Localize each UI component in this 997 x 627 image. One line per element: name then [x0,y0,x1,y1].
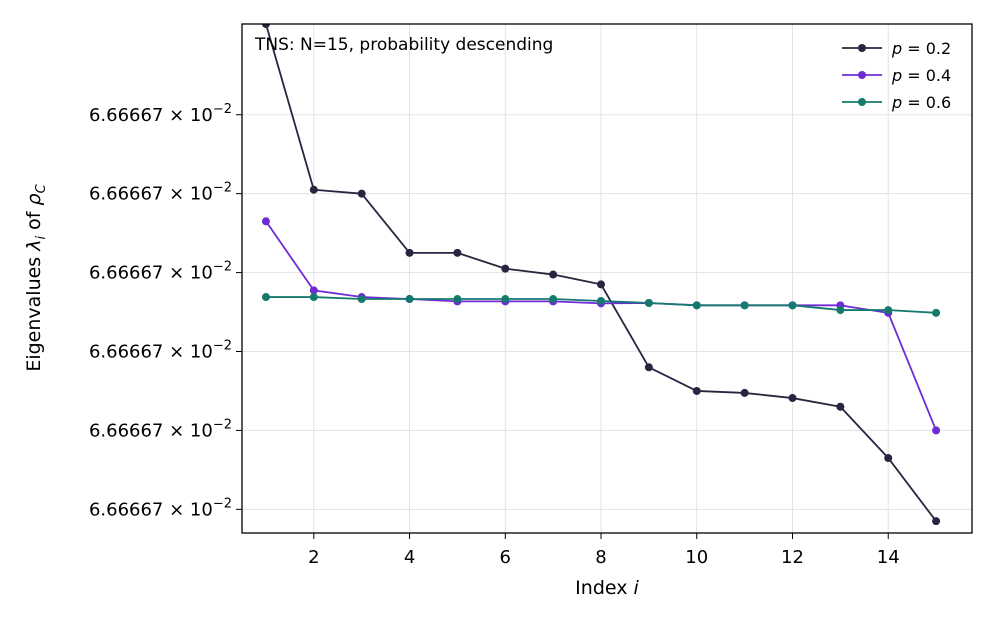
legend-label-value: = 0.4 [902,66,951,85]
legend-marker-1 [858,44,866,52]
y-tick-mantissa: 6.66667 [89,105,169,126]
data-point-series-3 [884,306,893,315]
y-axis-ticks: 6.66667 × 10−26.66667 × 10−26.66667 × 10… [89,102,242,520]
x-tick-label: 8 [595,547,606,568]
legend: p = 0.2p = 0.4p = 0.6 [842,39,951,112]
y-tick-exponent: −2 [213,496,232,511]
x-tick-label: 6 [500,547,511,568]
legend-label-value: = 0.6 [902,93,951,112]
data-point-series-3 [453,295,462,304]
x-tick-label: 12 [781,547,804,568]
data-point-series-1 [261,24,270,28]
y-axis-label-sub2: C [34,183,49,193]
y-tick-base: × 10 [169,499,213,520]
series-layer [261,24,941,526]
y-tick-exponent: −2 [213,338,232,353]
y-tick-label: 6.66667 × 10−2 [89,496,232,520]
y-tick-label: 6.66667 × 10−2 [89,260,232,284]
data-point-series-3 [836,306,845,315]
y-tick-exponent: −2 [213,417,232,432]
data-point-series-3 [644,298,653,307]
y-tick-base: × 10 [169,341,213,362]
legend-label-var: p [891,39,902,58]
x-tick-label: 14 [877,547,900,568]
y-tick-mantissa: 6.66667 [89,184,169,205]
data-point-series-1 [788,394,797,403]
data-point-series-3 [501,295,510,304]
data-point-series-1 [405,248,414,257]
y-tick-label: 6.66667 × 10−2 [89,181,232,205]
data-point-series-1 [309,185,318,194]
data-point-series-3 [932,308,941,317]
data-point-series-1 [692,386,701,395]
y-tick-base: × 10 [169,184,213,205]
legend-label-1: p = 0.2 [891,39,951,58]
x-tick-label: 10 [685,547,708,568]
data-point-series-3 [261,293,270,302]
data-point-series-3 [692,301,701,310]
x-axis-ticks: 2 4 6 8 10 12 14 [308,533,900,568]
y-tick-mantissa: 6.66667 [89,263,169,284]
y-tick-label: 6.66667 × 10−2 [89,417,232,441]
data-point-series-2 [261,217,270,226]
y-tick-exponent: −2 [213,181,232,196]
y-axis-label: Eigenvalues λi of ρC [23,183,49,371]
data-point-series-3 [740,301,749,310]
data-point-series-3 [309,293,318,302]
x-axis-label-var: i [634,577,640,599]
legend-marker-3 [858,98,866,106]
y-tick-base: × 10 [169,420,213,441]
y-tick-base: × 10 [169,263,213,284]
y-axis-label-of: of [23,205,45,235]
data-point-series-1 [501,264,510,273]
chart-annotation: TNS: N=15, probability descending [254,35,553,55]
data-point-series-1 [740,388,749,397]
y-tick-base: × 10 [169,105,213,126]
legend-label-var: p [891,66,902,85]
y-tick-mantissa: 6.66667 [89,341,169,362]
data-point-series-1 [644,363,653,372]
y-tick-exponent: −2 [213,102,232,117]
legend-label-3: p = 0.6 [891,93,951,112]
x-tick-label: 2 [308,547,319,568]
legend-label-var: p [891,93,902,112]
data-point-series-1 [836,402,845,411]
x-axis-label: Index i [575,577,639,599]
data-point-series-2 [932,426,941,435]
data-point-series-1 [884,454,893,463]
data-point-series-3 [357,295,366,304]
y-tick-exponent: −2 [213,260,232,275]
data-point-series-3 [597,296,606,305]
y-tick-label: 6.66667 × 10−2 [89,338,232,362]
axes-frame [241,23,973,534]
legend-label-value: = 0.2 [902,39,951,58]
data-point-series-1 [932,517,941,526]
y-tick-label: 6.66667 × 10−2 [89,102,232,126]
data-point-series-3 [549,295,558,304]
data-point-series-1 [597,280,606,289]
y-tick-mantissa: 6.66667 [89,420,169,441]
series-group [261,24,941,526]
y-axis-label-sym2: ρ [23,193,45,205]
data-point-series-3 [405,295,414,304]
legend-marker-2 [858,71,866,79]
legend-label-2: p = 0.4 [891,66,951,85]
data-point-series-1 [357,189,366,198]
data-point-series-2 [309,286,318,295]
data-point-series-1 [453,248,462,257]
y-tick-mantissa: 6.66667 [89,499,169,520]
y-axis-label-text: Eigenvalues [23,251,45,372]
data-point-series-3 [788,301,797,310]
x-axis-label-text: Index [575,577,633,599]
y-axis-label-sub1: i [34,236,49,240]
y-axis-label-sym1: λ [23,240,45,252]
x-tick-label: 4 [404,547,415,568]
data-point-series-1 [549,270,558,279]
